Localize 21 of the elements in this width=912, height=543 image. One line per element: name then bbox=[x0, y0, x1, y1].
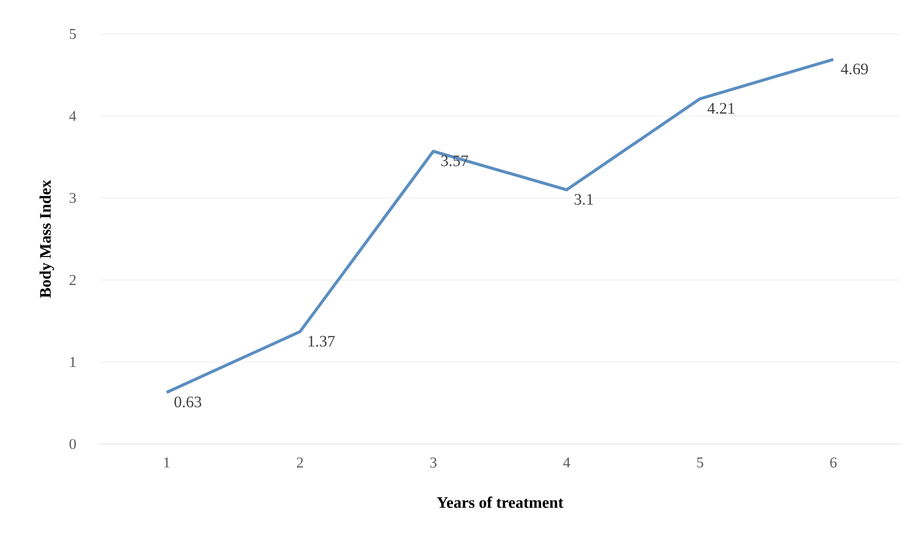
data-label: 3.1 bbox=[574, 194, 593, 205]
x-axis-title: Years of treatment bbox=[436, 496, 564, 508]
y-tick-label: 5 bbox=[70, 29, 76, 39]
y-tick-label: 3 bbox=[70, 192, 76, 204]
y-axis-title: Body Mass Index bbox=[40, 180, 54, 298]
data-label: 4.69 bbox=[840, 64, 868, 74]
y-tick-label: 2 bbox=[70, 275, 76, 285]
x-tick-label: 4 bbox=[563, 458, 570, 468]
data-label: 3.57 bbox=[441, 155, 468, 166]
y-tick-label: 0 bbox=[70, 438, 76, 450]
x-tick-label: 3 bbox=[430, 458, 437, 468]
data-label: 0.63 bbox=[174, 396, 202, 408]
x-tick-label: 6 bbox=[830, 458, 837, 468]
line-series bbox=[165, 58, 835, 394]
y-tick-label: 1 bbox=[70, 357, 76, 367]
x-tick-label: 5 bbox=[697, 458, 704, 468]
y-tick-label: 4 bbox=[69, 111, 76, 121]
x-tick-label: 2 bbox=[296, 458, 303, 468]
x-tick-label: 1 bbox=[164, 458, 170, 468]
data-label: 4.21 bbox=[708, 102, 734, 114]
data-label: 1.37 bbox=[308, 336, 335, 347]
